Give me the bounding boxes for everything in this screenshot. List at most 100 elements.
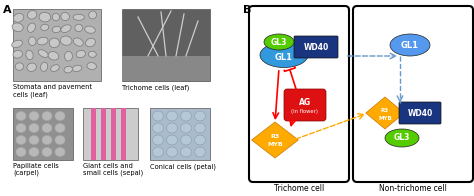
Ellipse shape [48,52,59,60]
Text: GL1: GL1 [275,53,293,62]
Ellipse shape [87,63,97,70]
Ellipse shape [73,38,83,46]
Ellipse shape [75,24,82,32]
Ellipse shape [194,111,206,121]
Ellipse shape [37,37,48,45]
Ellipse shape [73,65,82,72]
FancyBboxPatch shape [111,108,116,160]
Ellipse shape [61,13,69,21]
Ellipse shape [390,34,430,56]
Ellipse shape [38,50,48,57]
FancyBboxPatch shape [122,9,210,81]
FancyBboxPatch shape [294,36,338,58]
Ellipse shape [13,50,22,58]
FancyBboxPatch shape [399,102,441,124]
Ellipse shape [28,37,36,46]
Ellipse shape [42,148,52,156]
Ellipse shape [13,14,24,22]
FancyBboxPatch shape [13,9,101,81]
Ellipse shape [42,112,52,121]
Text: Trichome cells (leaf): Trichome cells (leaf) [122,84,190,91]
Ellipse shape [16,123,26,132]
Ellipse shape [52,26,61,33]
Ellipse shape [166,111,177,121]
Text: R3: R3 [270,134,280,140]
Text: MYB: MYB [267,142,283,148]
Polygon shape [366,97,404,129]
Text: Non-trichome cell: Non-trichome cell [379,184,447,193]
Ellipse shape [29,123,39,132]
Ellipse shape [55,135,65,144]
Text: GL3: GL3 [271,37,287,46]
Ellipse shape [41,24,49,31]
Text: A: A [3,5,12,15]
FancyBboxPatch shape [150,108,210,160]
Ellipse shape [29,148,39,156]
Ellipse shape [55,148,65,156]
Text: Stomata and pavement
cells (leaf): Stomata and pavement cells (leaf) [13,84,92,97]
Ellipse shape [64,66,73,73]
FancyBboxPatch shape [284,89,326,121]
Ellipse shape [60,36,72,45]
Polygon shape [252,122,299,158]
Ellipse shape [181,135,191,145]
Ellipse shape [27,23,36,32]
FancyBboxPatch shape [122,56,210,81]
FancyBboxPatch shape [91,108,96,160]
Ellipse shape [166,135,177,145]
FancyBboxPatch shape [101,108,106,160]
Text: R3: R3 [381,107,389,113]
Ellipse shape [29,112,39,121]
Text: Papillate cells
(carpel): Papillate cells (carpel) [13,163,59,177]
Ellipse shape [26,50,33,60]
Ellipse shape [73,14,84,20]
Ellipse shape [49,38,59,48]
Ellipse shape [51,65,59,71]
Ellipse shape [61,25,71,33]
Ellipse shape [181,123,191,133]
Ellipse shape [89,11,97,19]
Ellipse shape [153,123,164,133]
Ellipse shape [88,51,96,57]
Ellipse shape [166,147,177,157]
Ellipse shape [85,26,95,33]
Text: MYB: MYB [378,115,392,121]
Ellipse shape [29,135,39,144]
Ellipse shape [55,123,65,132]
Ellipse shape [153,147,164,157]
Ellipse shape [27,10,37,19]
Ellipse shape [64,51,73,61]
Ellipse shape [181,111,191,121]
Text: WD40: WD40 [303,43,328,52]
Text: Trichome cell: Trichome cell [274,184,324,193]
Ellipse shape [85,38,95,47]
FancyBboxPatch shape [121,108,126,160]
Text: Conical cells (petal): Conical cells (petal) [150,163,216,170]
Ellipse shape [181,147,191,157]
Ellipse shape [260,43,308,67]
Text: GL3: GL3 [394,133,410,142]
Text: Giant cells and
small cells (sepal): Giant cells and small cells (sepal) [83,163,143,177]
Text: B: B [243,5,251,15]
Text: GL1: GL1 [401,41,419,50]
Ellipse shape [16,112,26,121]
Ellipse shape [153,135,164,145]
Ellipse shape [16,148,26,156]
Text: (in flower): (in flower) [292,109,319,113]
Ellipse shape [76,50,85,58]
Ellipse shape [55,112,65,121]
Text: WD40: WD40 [407,109,433,117]
FancyBboxPatch shape [353,6,473,182]
Ellipse shape [16,135,26,144]
Ellipse shape [12,40,22,48]
Ellipse shape [42,123,52,132]
Ellipse shape [15,63,24,70]
Ellipse shape [153,111,164,121]
Ellipse shape [264,34,294,50]
Ellipse shape [166,123,177,133]
Ellipse shape [385,129,419,147]
Ellipse shape [194,123,206,133]
Ellipse shape [52,13,60,21]
Ellipse shape [194,135,206,145]
Ellipse shape [194,147,206,157]
